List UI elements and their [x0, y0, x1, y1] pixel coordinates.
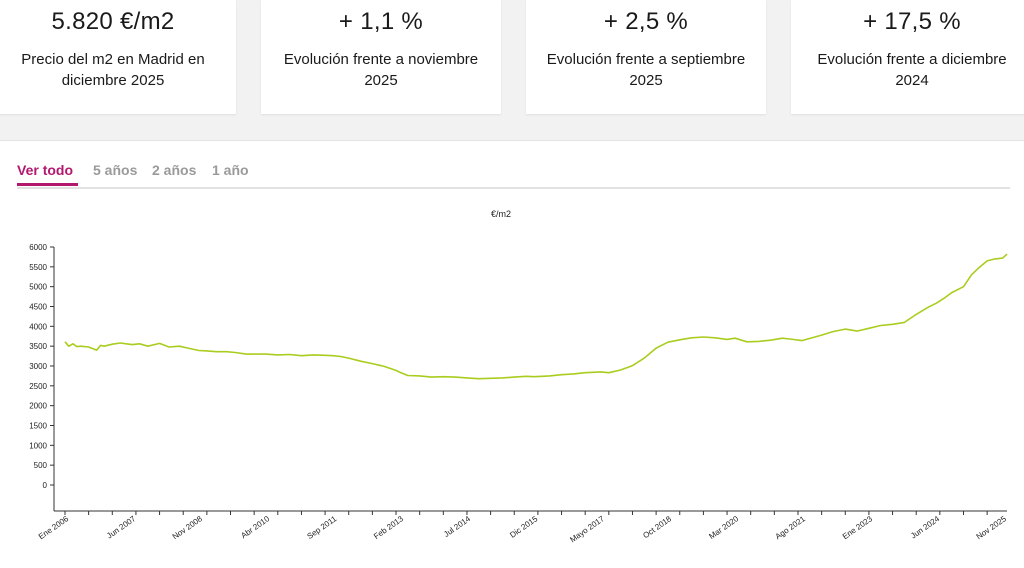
y-tick-label: 3500 — [29, 342, 47, 351]
x-tick-label: Mar 2020 — [707, 514, 740, 541]
x-tick-label: Abr 2010 — [239, 514, 271, 540]
x-tick-label: Jun 2007 — [105, 514, 138, 541]
stat-card-yearly-change: + 17,5 % Evolución frente a diciembre 20… — [791, 0, 1024, 114]
y-tick-label: 4500 — [29, 303, 47, 312]
series-group — [64, 253, 1008, 380]
x-tick-label: Feb 2013 — [372, 514, 405, 541]
y-tick-label: 2500 — [29, 382, 47, 391]
stat-label: Evolución frente a noviembre 2025 — [283, 51, 479, 89]
stat-value: + 17,5 % — [863, 8, 961, 35]
y-tick-label: 1500 — [29, 422, 47, 431]
stat-value: + 2,5 % — [603, 8, 689, 35]
period-tabs: Ver todo 5 años 2 años 1 año — [17, 161, 1010, 189]
y-axis-unit-label: €/m2 — [491, 209, 511, 219]
x-tick-label: Oct 2018 — [641, 514, 673, 540]
y-tick-label: 3000 — [29, 362, 47, 371]
y-tick-label: 500 — [34, 461, 48, 470]
tab-ver-todo[interactable]: Ver todo — [17, 162, 74, 178]
x-tick-label: Ene 2023 — [841, 514, 875, 541]
stat-card-monthly-change: + 1,1 % Evolución frente a noviembre 202… — [261, 0, 501, 114]
y-tick-label: 6000 — [29, 243, 47, 252]
price-line-chart: €/m2 0 500 1000 1500 2000 2500 3000 3500 4000 450… — [29, 209, 1009, 544]
x-tick-label: Nov 2025 — [975, 514, 1009, 541]
stat-card-quarterly-change: + 2,5 % Evolución frente a septiembre 20… — [526, 0, 766, 114]
x-axis: Ene 2006 Jun 2007 Nov 2008 Abr 2010 Sep 2011… — [37, 510, 1009, 544]
active-tab-indicator — [17, 183, 78, 186]
y-tick-label: 5500 — [29, 263, 47, 272]
stat-card-price: 5.820 €/m2 Precio del m2 en Madrid en di… — [0, 0, 236, 114]
tab-2-anos[interactable]: 2 años — [152, 162, 197, 178]
tab-5-anos[interactable]: 5 años — [93, 162, 138, 178]
y-tick-label: 1000 — [29, 441, 47, 450]
x-tick-label: Ene 2006 — [37, 514, 71, 541]
x-tick-label: Dic 2015 — [508, 514, 539, 540]
stat-value: 5.820 €/m2 — [51, 8, 175, 35]
y-tick-label: 4000 — [29, 322, 47, 331]
y-axis: 0 500 1000 1500 2000 2500 3000 3500 4000 4500 5000… — [29, 243, 55, 511]
x-tick-label: Jun 2024 — [909, 514, 942, 541]
stat-label: Evolución frente a septiembre 2025 — [546, 51, 746, 89]
x-tick-label: Mayo 2017 — [568, 514, 606, 544]
tab-1-ano[interactable]: 1 año — [212, 162, 249, 178]
y-tick-label: 2000 — [29, 402, 47, 411]
stat-label: Precio del m2 en Madrid en diciembre 202… — [21, 51, 205, 89]
x-tick-label: Jul 2014 — [442, 514, 472, 539]
y-tick-label: 5000 — [29, 283, 47, 292]
x-tick-label: Ago 2021 — [774, 514, 808, 541]
series-line-0 — [64, 253, 1008, 380]
y-tick-label: 0 — [43, 481, 48, 490]
stat-label: Evolución frente a diciembre 2024 — [817, 51, 1007, 89]
stat-value: + 1,1 % — [338, 8, 424, 35]
x-tick-label: Sep 2011 — [306, 514, 339, 541]
x-tick-label: Nov 2008 — [171, 514, 205, 541]
